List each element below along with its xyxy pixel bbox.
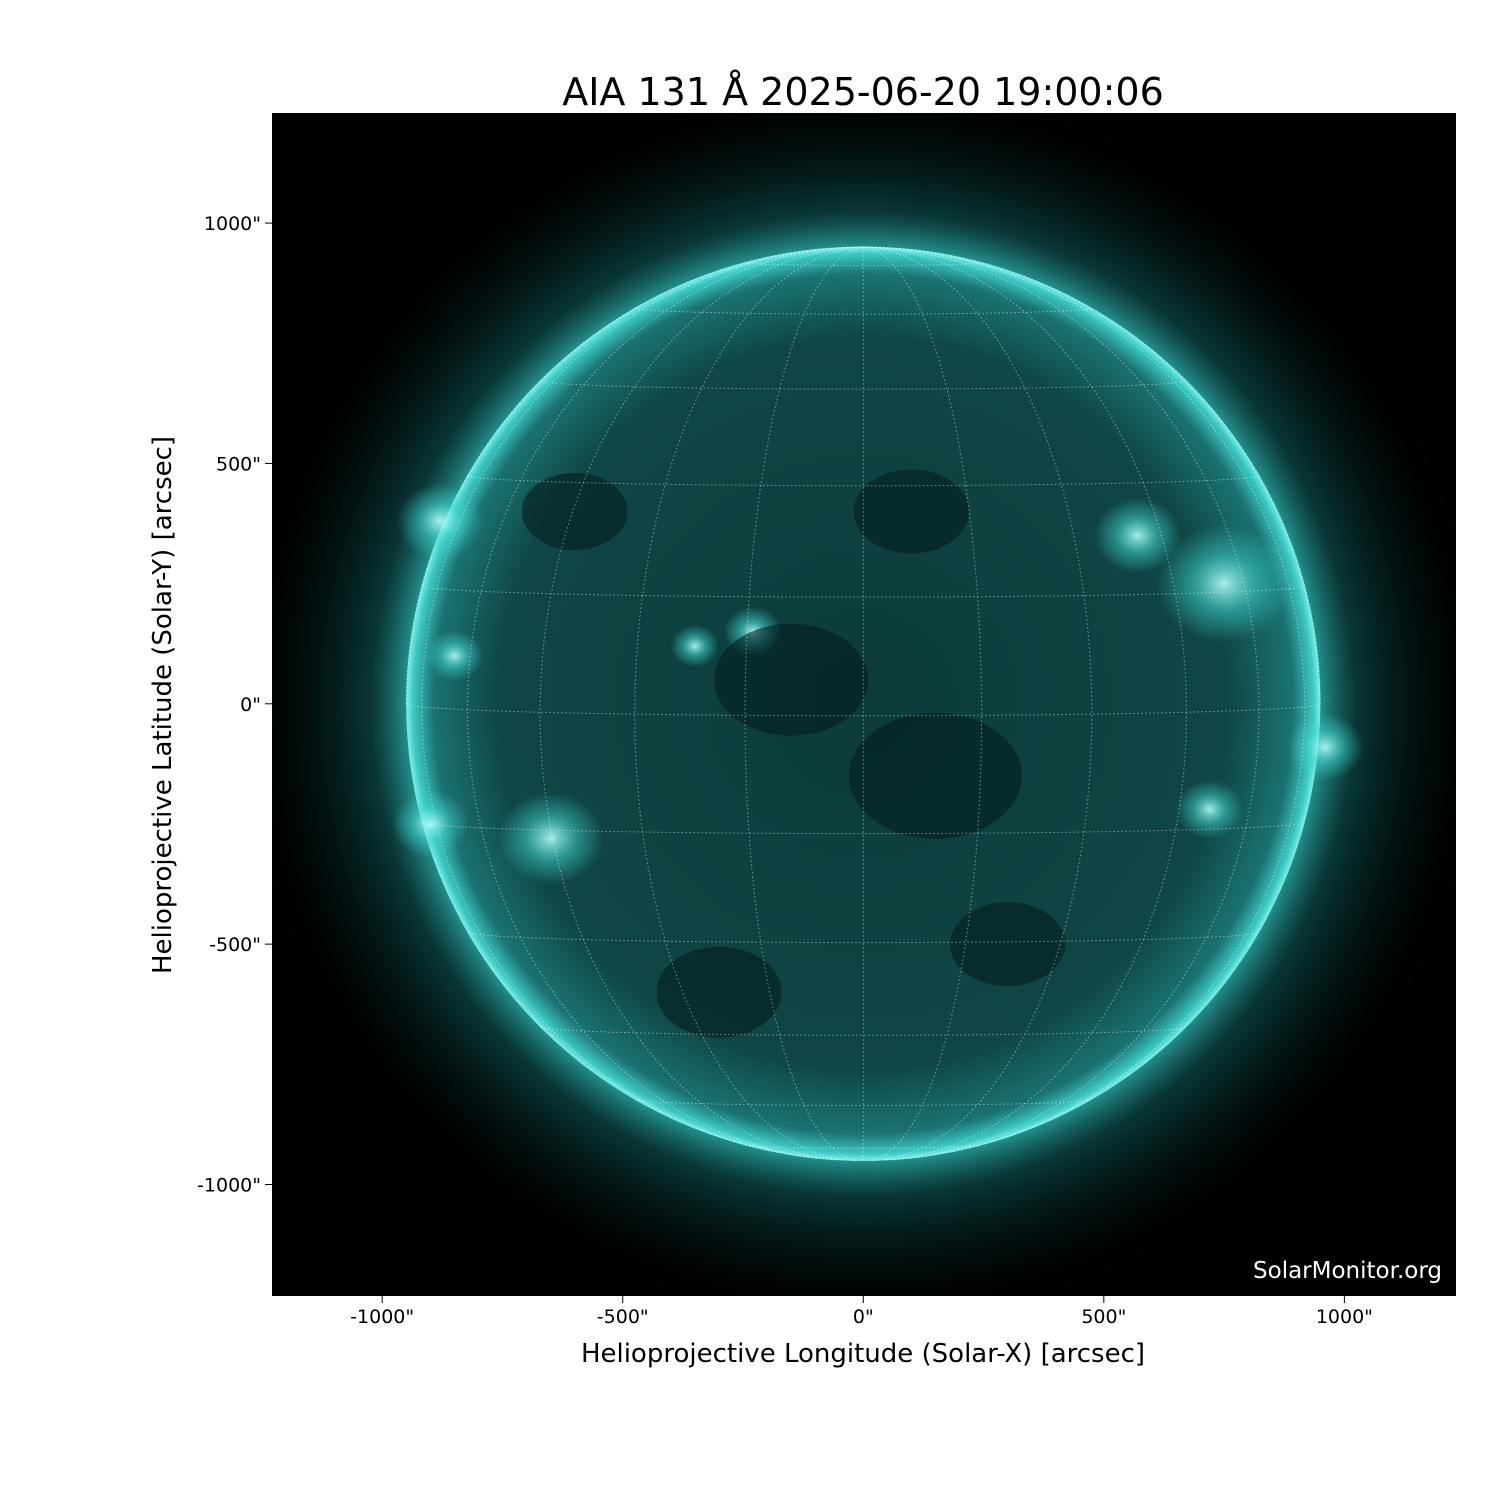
y-tick-label: 0" [240,694,261,716]
grid-line [863,246,983,1162]
y-tick-label: 500" [216,453,261,475]
y-tick-label: -500" [209,934,261,956]
x-axis: -1000" -500" 0" 500" 1000" [350,1296,1373,1328]
coronal-hole [714,623,869,736]
grid-line [634,307,1093,315]
grid-line [539,246,864,1161]
x-tick-label: -500" [597,1306,649,1328]
grid-line [421,821,1305,835]
active-region [391,790,469,858]
coronal-hole [656,946,782,1038]
x-axis-label: Helioprojective Longitude (Solar-X) [arc… [581,1339,1145,1369]
grid-line [421,246,864,1159]
y-tick-label: -1000" [197,1174,261,1196]
grid-line [421,585,1306,598]
solar-disk [406,246,1321,1161]
chart-title: AIA 131 Å 2025-06-20 19:00:06 [562,70,1164,114]
coronal-hole [521,472,628,550]
sun-image [272,113,1456,1296]
y-axis-label: Helioprojective Latitude (Solar-Y) [arcs… [148,436,178,974]
watermark: SolarMonitor.org [1253,1258,1442,1284]
active-region [396,483,484,559]
active-region [1176,780,1244,839]
active-region [670,625,719,668]
y-axis: 1000" 500" 0" -500" -1000" [197,213,272,1196]
grid-line [863,246,1306,1159]
x-tick-label: 0" [853,1306,874,1328]
active-region [1156,524,1292,643]
active-region [1286,713,1364,781]
active-region [1094,497,1181,574]
grid-line [467,475,1260,487]
x-tick-label: 500" [1081,1306,1126,1328]
y-tick-label: 1000" [204,213,261,235]
grid-line [634,246,864,1162]
x-tick-label: 1000" [1316,1306,1373,1328]
coronal-hole [949,902,1066,987]
grid-line [863,246,1188,1161]
grid-line [744,246,864,1162]
active-region [425,630,484,681]
grid-line [744,262,982,267]
grid-line [863,246,1093,1162]
x-tick-label: -1000" [350,1306,414,1328]
active-region [497,792,604,885]
coronal-hole [853,469,970,554]
grid-line [635,1099,1092,1106]
coronal-hole [848,712,1023,839]
